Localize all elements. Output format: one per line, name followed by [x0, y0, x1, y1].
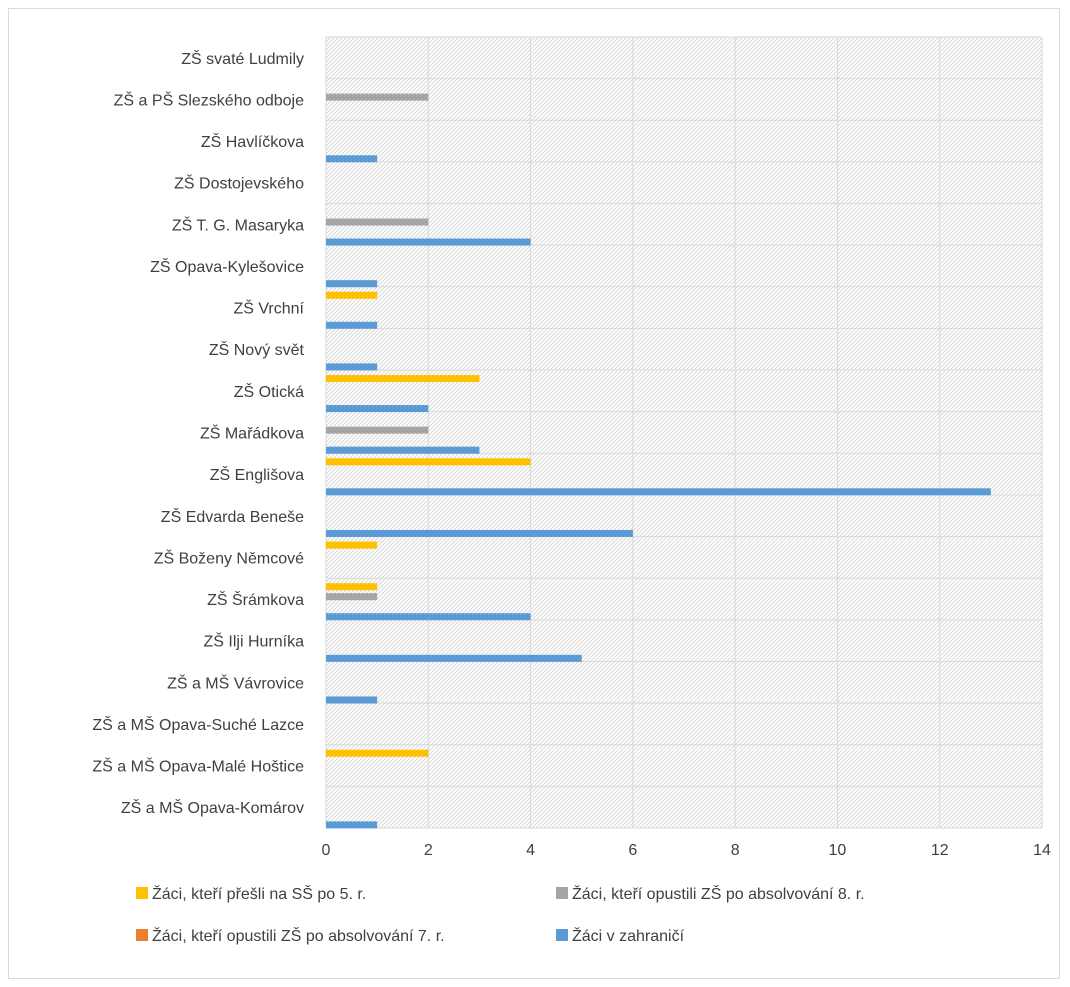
x-tick-label: 0: [322, 842, 331, 859]
category-label: ZŠ svaté Ludmily: [181, 49, 304, 68]
category-label: ZŠ Ilji Hurníka: [204, 632, 305, 651]
category-label: ZŠ Nový svět: [209, 340, 305, 359]
bar: [326, 291, 378, 299]
category-label: ZŠ Dostojevského: [174, 174, 304, 193]
x-tick-label: 4: [526, 842, 535, 859]
x-tick-label: 12: [931, 842, 949, 859]
bar: [326, 488, 991, 496]
category-label: ZŠ a MŠ Opava-Komárov: [121, 798, 304, 817]
bar: [326, 749, 429, 757]
bar: [326, 218, 429, 226]
bar: [326, 405, 429, 413]
bar: [326, 321, 378, 329]
category-label: ZŠ Boženy Němcové: [154, 548, 304, 567]
category-label: ZŠ a PŠ Slezského odboje: [114, 90, 304, 109]
bar: [326, 654, 582, 662]
category-label: ZŠ Vrchní: [233, 299, 304, 318]
bar: [326, 821, 378, 829]
category-label: ZŠ Englišova: [210, 465, 304, 484]
bar: [326, 583, 378, 591]
bar: [326, 593, 378, 601]
x-tick-label: 10: [829, 842, 847, 859]
bars: [326, 93, 991, 829]
x-tick-label: 14: [1033, 842, 1051, 859]
category-label: ZŠ T. G. Masaryka: [172, 215, 304, 234]
category-label: ZŠ Otická: [234, 382, 304, 401]
bar: [326, 613, 531, 621]
bar: [326, 426, 429, 434]
category-label: ZŠ Edvarda Beneše: [161, 507, 304, 526]
bar: [326, 375, 480, 383]
legend-swatch: [556, 887, 568, 899]
legend-swatch: [136, 887, 148, 899]
x-tick-labels: 0 2 4 6 8 10 12 14: [322, 842, 1051, 859]
category-label: ZŠ Šrámkova: [207, 590, 304, 609]
bar: [326, 363, 378, 371]
category-labels: ZŠ svaté Ludmily ZŠ a PŠ Slezského odboje…: [92, 49, 304, 817]
bar: [326, 93, 429, 101]
bar: [326, 446, 480, 454]
legend-label: Žáci v zahraničí: [572, 926, 685, 945]
x-tick-label: 8: [731, 842, 740, 859]
bar: [326, 458, 531, 466]
bar: [326, 280, 378, 288]
bar: [326, 238, 531, 246]
legend-swatch: [136, 929, 148, 941]
bar: [326, 529, 633, 537]
legend-label: Žáci, kteří opustili ZŠ po absolvování 8…: [572, 884, 865, 903]
legend: Žáci, kteří přešli na SŠ po 5. r. Žáci, k…: [136, 884, 865, 945]
plot-area: [326, 37, 1042, 828]
category-label: ZŠ a MŠ Opava-Malé Hoštice: [92, 757, 304, 776]
category-label: ZŠ Opava-Kylešovice: [150, 257, 304, 276]
x-tick-label: 2: [424, 842, 433, 859]
category-label: ZŠ a MŠ Opava-Suché Lazce: [92, 715, 304, 734]
bar: [326, 696, 378, 704]
bar: [326, 155, 378, 163]
legend-label: Žáci, kteří přešli na SŠ po 5. r.: [152, 884, 366, 903]
legend-label: Žáci, kteří opustili ZŠ po absolvování 7…: [152, 926, 445, 945]
category-label: ZŠ Havlíčkova: [201, 132, 304, 151]
x-tick-label: 6: [628, 842, 637, 859]
legend-swatch: [556, 929, 568, 941]
category-label: ZŠ a MŠ Vávrovice: [167, 673, 304, 692]
bar: [326, 541, 378, 549]
category-label: ZŠ Mařádkova: [200, 424, 304, 443]
